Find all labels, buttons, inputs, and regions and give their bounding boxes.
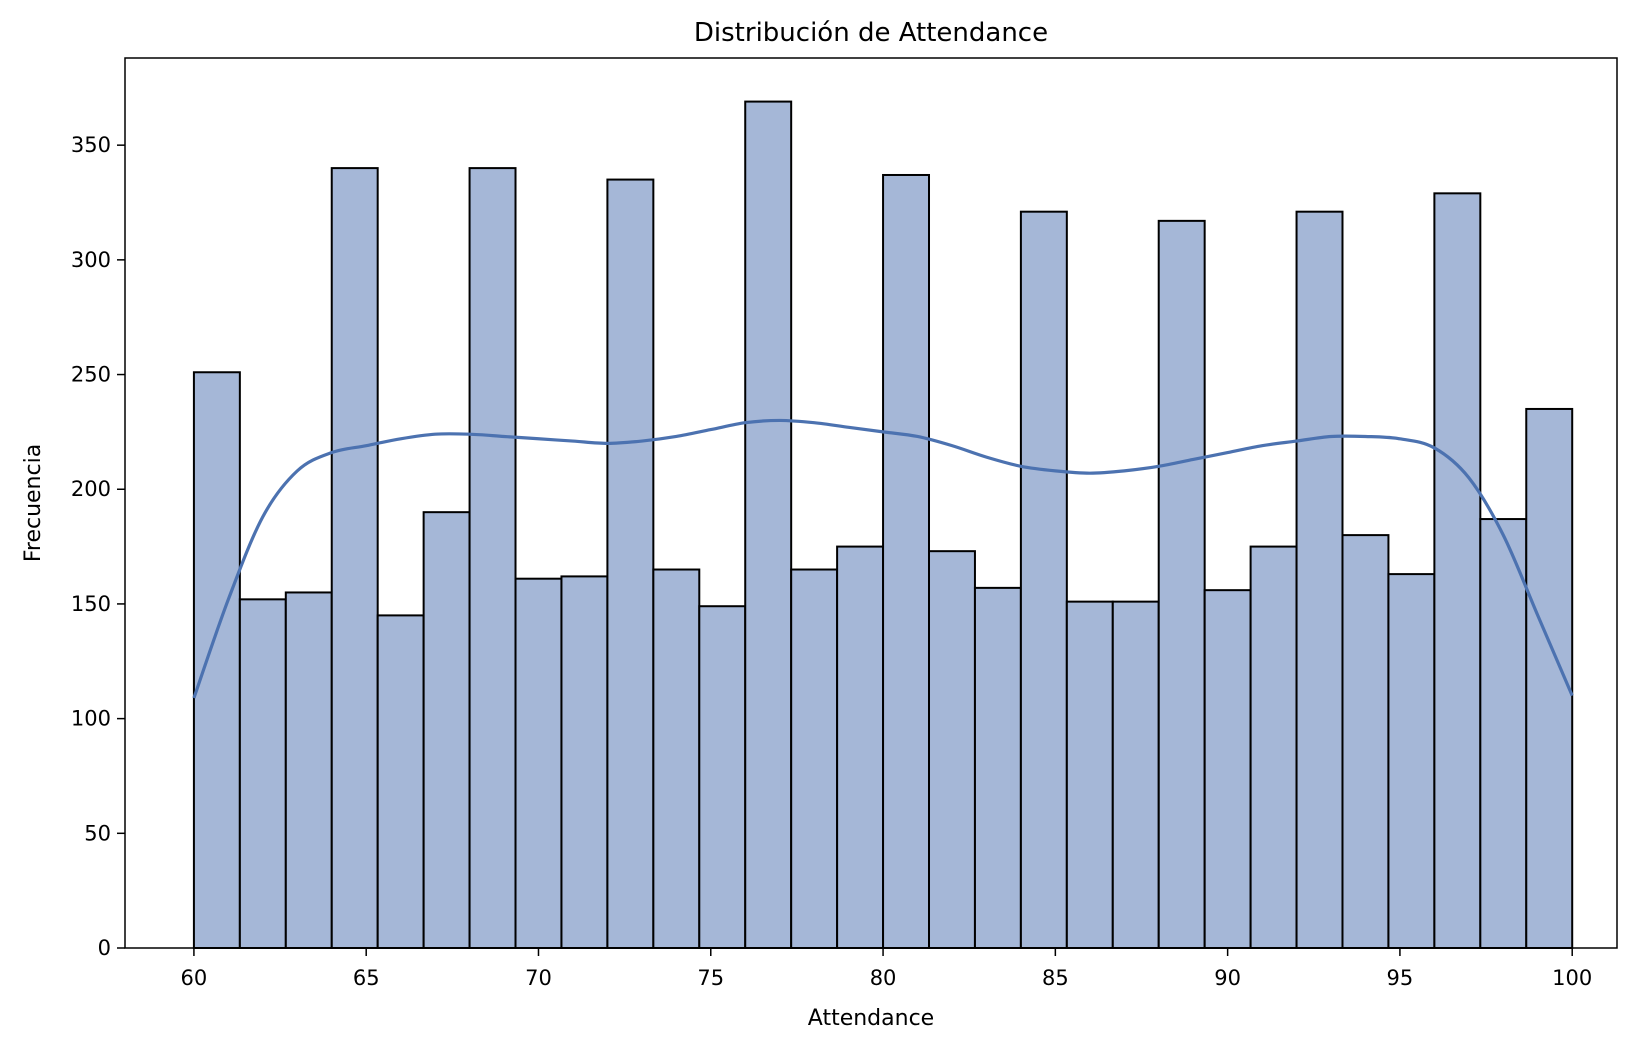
- histogram-bar: [422, 511, 471, 949]
- histogram-bar: [192, 371, 241, 949]
- y-axis: 0 50 100 150 200 250 300 350: [71, 133, 125, 960]
- histogram-bar: [882, 173, 931, 949]
- histogram-bar: [1479, 518, 1528, 949]
- y-tick-label: 100: [71, 707, 111, 731]
- histogram-bar: [1203, 589, 1252, 950]
- histogram-bar: [1341, 534, 1390, 949]
- x-tick-label: 65: [353, 966, 380, 990]
- histogram-bar: [1019, 210, 1068, 950]
- y-tick-label: 200: [71, 477, 111, 501]
- histogram-bar: [652, 568, 701, 949]
- x-tick-label: 85: [1042, 966, 1069, 990]
- histogram-bar: [698, 605, 747, 950]
- histogram-bar: [836, 545, 885, 949]
- histogram-bar: [744, 100, 793, 950]
- kde-line: [192, 418, 1574, 699]
- x-tick-label: 100: [1552, 966, 1592, 990]
- y-tick-label: 0: [98, 936, 111, 960]
- histogram-bar: [376, 614, 425, 949]
- histogram-bar: [468, 167, 517, 949]
- histogram-bar: [1065, 600, 1114, 949]
- histogram-bar: [1295, 210, 1344, 950]
- kde-curve-group: [192, 418, 1574, 699]
- x-tick-label: 70: [525, 966, 552, 990]
- y-tick-label: 350: [71, 133, 111, 157]
- x-tick-label: 75: [697, 966, 724, 990]
- y-tick-label: 300: [71, 248, 111, 272]
- x-axis-title: Attendance: [808, 1006, 934, 1031]
- x-tick-label: 90: [1214, 966, 1241, 990]
- histogram-bar: [606, 178, 655, 950]
- histogram-bar: [238, 598, 287, 949]
- chart-title: Distribución de Attendance: [694, 18, 1048, 48]
- y-tick-label: 50: [84, 821, 111, 845]
- x-tick-label: 80: [870, 966, 897, 990]
- histogram-bar: [973, 586, 1022, 950]
- histogram-bar: [1157, 219, 1206, 949]
- y-axis-title: Frecuencia: [21, 444, 46, 562]
- histogram-bar: [330, 167, 379, 949]
- histogram-bar: [284, 591, 333, 949]
- x-axis: 60 65 70 75 80 85 90 95 100: [181, 948, 1592, 990]
- y-tick-label: 150: [71, 592, 111, 616]
- histogram-bar: [1111, 600, 1160, 949]
- histogram-bar: [790, 568, 839, 949]
- histogram-bar: [1387, 573, 1436, 950]
- x-tick-label: 60: [181, 966, 208, 990]
- x-tick-label: 95: [1387, 966, 1414, 990]
- histogram-bar: [928, 550, 976, 949]
- histogram-bars: [192, 100, 1574, 950]
- y-tick-label: 250: [71, 363, 111, 387]
- histogram-bar: [1433, 192, 1482, 950]
- histogram-bar: [1249, 545, 1298, 949]
- plot-frame: [124, 57, 1618, 949]
- histogram-bar: [560, 575, 609, 949]
- histogram-bar: [514, 577, 563, 949]
